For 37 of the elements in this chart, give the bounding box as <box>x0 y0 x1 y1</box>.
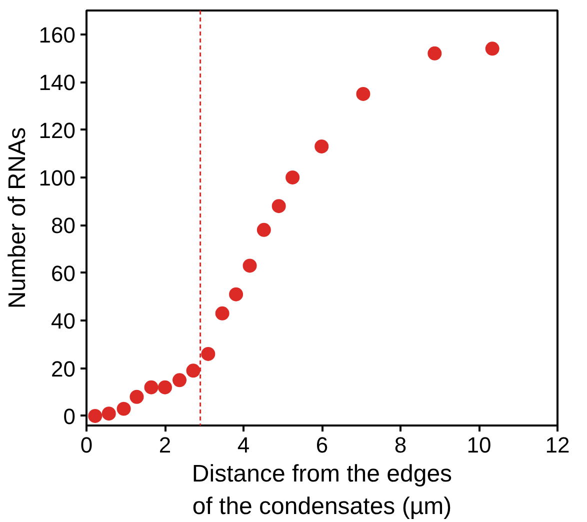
x-tick-label: 8 <box>394 432 407 458</box>
y-tick-label: 20 <box>51 356 76 382</box>
x-tick-label: 2 <box>158 432 172 458</box>
point <box>215 306 230 320</box>
point <box>286 170 300 184</box>
point <box>88 408 102 423</box>
point <box>256 222 271 237</box>
x-axis-title: Distance from the edges of the condensates (µm) <box>192 460 452 520</box>
point <box>485 42 500 56</box>
point <box>314 139 329 154</box>
y-tick-label: 0 <box>63 404 76 429</box>
y-tick-label: 120 <box>38 118 76 143</box>
point <box>144 380 158 394</box>
y-tick-label: 100 <box>38 165 76 190</box>
y-tick-label: 160 <box>38 22 76 48</box>
point <box>356 86 370 101</box>
point <box>102 406 116 421</box>
y-tick-label: 140 <box>38 70 76 96</box>
x-tick-label: 10 <box>466 432 492 458</box>
y-tick-label: 60 <box>51 260 76 286</box>
y-tick-label: 40 <box>51 308 76 334</box>
point <box>158 380 172 394</box>
point <box>242 258 257 273</box>
point <box>172 373 187 388</box>
point <box>272 199 286 214</box>
y-axis-title: Number of RNAs <box>4 127 31 309</box>
point <box>116 402 131 416</box>
x-tick-label: 0 <box>80 432 93 458</box>
x-tick-label: 12 <box>545 432 570 458</box>
point <box>229 287 244 302</box>
x-tick-label: 6 <box>316 432 328 458</box>
x-tick-label: 4 <box>237 432 250 458</box>
point <box>428 46 442 60</box>
point <box>186 364 200 378</box>
point <box>201 346 216 361</box>
point <box>130 390 144 404</box>
y-tick-label: 80 <box>51 213 76 238</box>
